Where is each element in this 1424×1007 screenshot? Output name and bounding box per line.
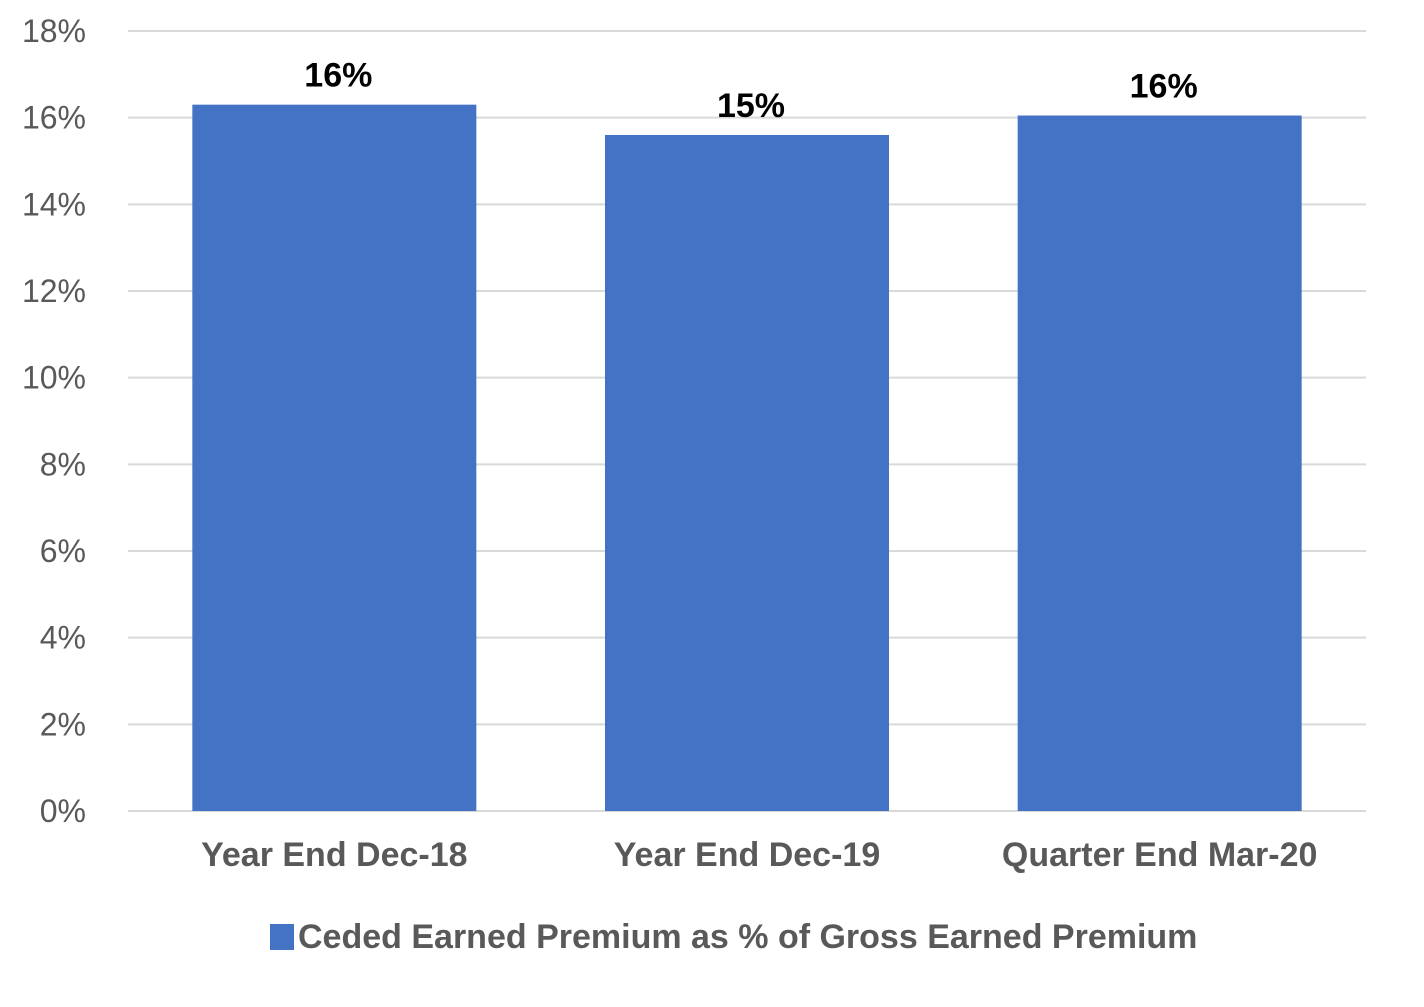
y-tick-label: 14%	[22, 186, 86, 222]
y-axis-ticks: 0% 2% 4% 6% 8% 10% 12% 14% 16% 18%	[22, 13, 86, 829]
legend-series-label: Ceded Earned Premium as % of Gross Earne…	[298, 918, 1197, 956]
bar-data-label: 15%	[717, 87, 785, 125]
bar	[192, 104, 477, 811]
y-tick-label: 4%	[40, 620, 86, 656]
y-tick-label: 8%	[40, 446, 86, 482]
y-tick-label: 0%	[40, 793, 86, 829]
data-labels: 16% 15% 16%	[304, 57, 1197, 125]
bars	[192, 104, 1302, 811]
bar-data-label: 16%	[1130, 68, 1198, 106]
x-category-label: Year End Dec-19	[614, 836, 880, 874]
x-axis-categories: Year End Dec-18 Year End Dec-19 Quarter En…	[201, 836, 1317, 874]
y-tick-label: 12%	[22, 273, 86, 309]
y-tick-label: 18%	[22, 13, 86, 49]
bar	[1017, 115, 1302, 811]
x-category-label: Quarter End Mar-20	[1002, 836, 1318, 874]
y-tick-label: 2%	[40, 706, 86, 742]
y-tick-label: 16%	[22, 100, 86, 136]
legend-swatch	[270, 924, 294, 950]
y-tick-label: 6%	[40, 533, 86, 569]
x-category-label: Year End Dec-18	[201, 836, 467, 874]
legend: Ceded Earned Premium as % of Gross Earne…	[270, 918, 1197, 956]
bar-data-label: 16%	[304, 57, 372, 95]
y-tick-label: 10%	[22, 360, 86, 396]
bar	[605, 135, 889, 811]
